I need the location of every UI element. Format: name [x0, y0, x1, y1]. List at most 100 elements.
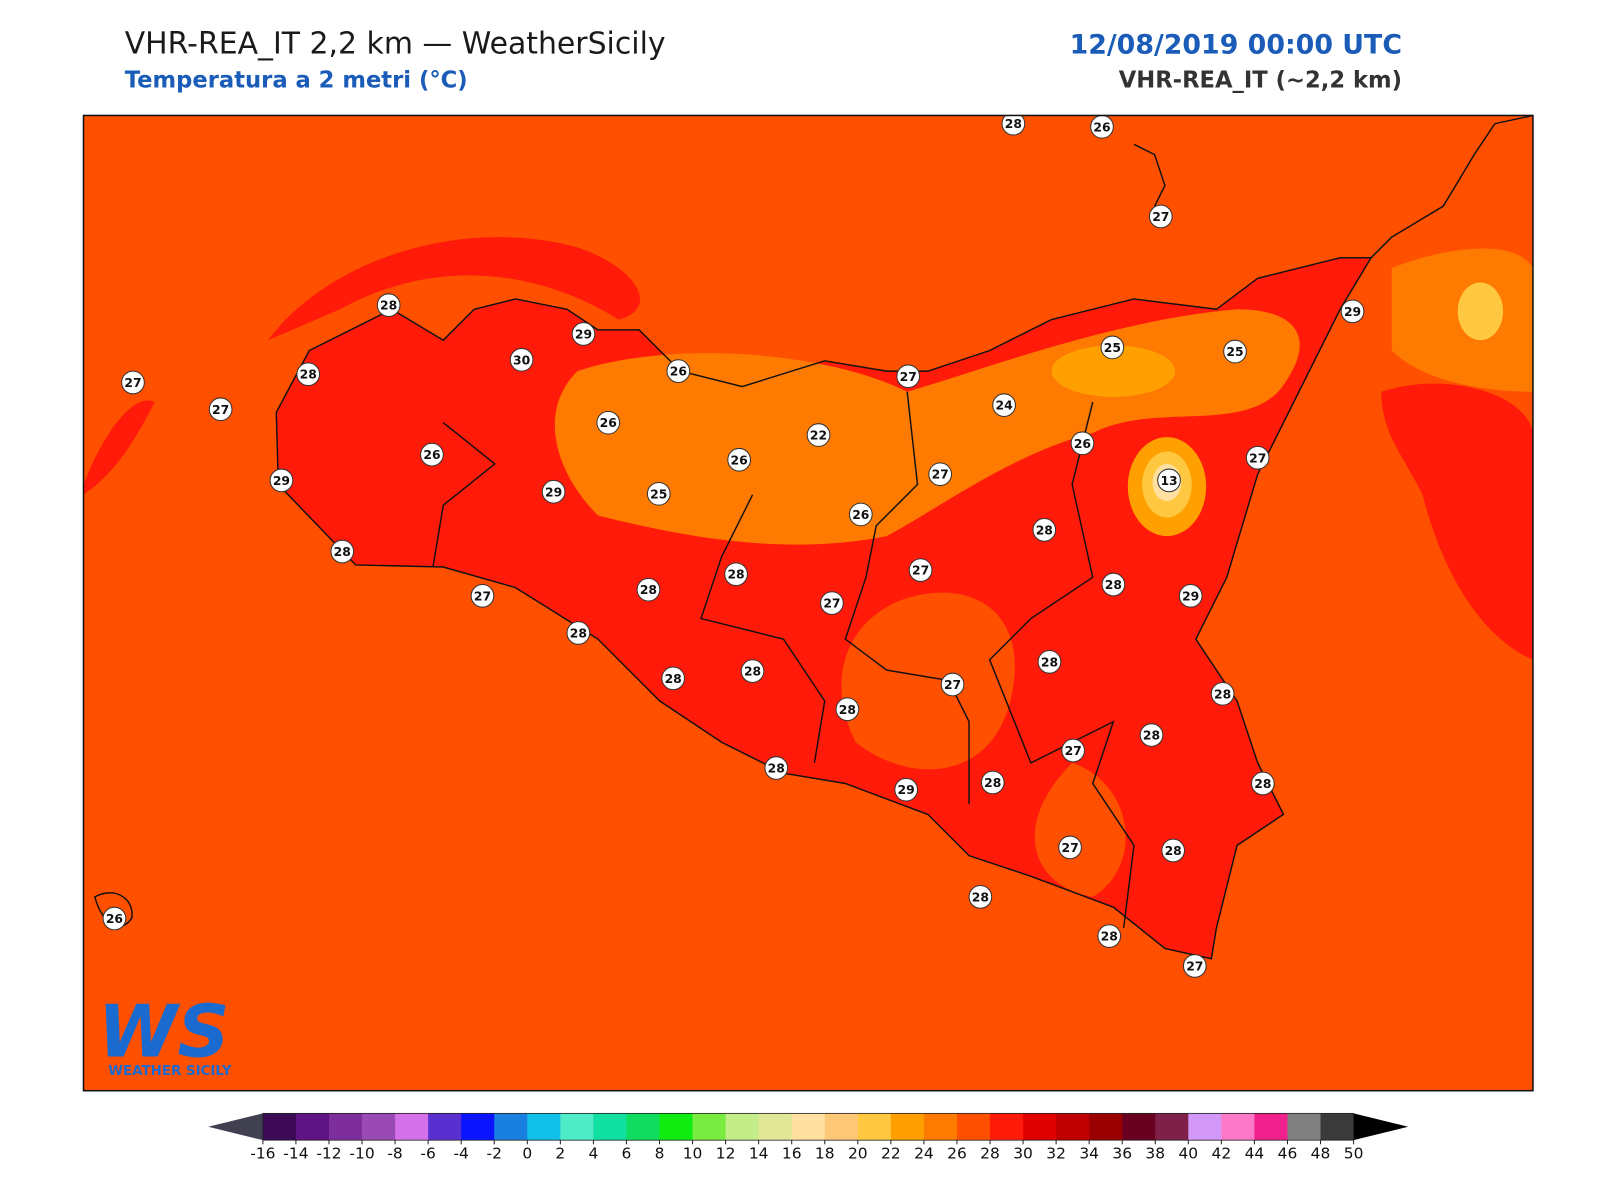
station-value: 27 — [1065, 744, 1082, 758]
station-marker — [470, 584, 495, 608]
station-value: 28 — [1143, 729, 1160, 743]
station-value: 26 — [670, 365, 687, 379]
colorbar-swatch — [1188, 1113, 1222, 1141]
colorbar-swatch — [1320, 1113, 1355, 1141]
colorbar-tick-label: 22 — [881, 1145, 901, 1163]
colorbar-frame — [262, 1112, 1354, 1141]
station-marker — [928, 462, 953, 487]
station-value: 26 — [106, 912, 123, 926]
station-marker — [1090, 115, 1114, 139]
station-marker — [980, 770, 1005, 795]
colorbar-swatch — [1254, 1113, 1288, 1141]
station-marker — [661, 666, 686, 691]
station-value: 28 — [768, 762, 785, 776]
colorbar-tick-label: -12 — [316, 1145, 341, 1163]
colorbar-swatch — [890, 1113, 925, 1141]
station-value: 28 — [727, 568, 744, 582]
colorbar-swatch — [262, 1113, 297, 1141]
station-marker — [102, 906, 127, 931]
colorbar-swatch — [328, 1113, 363, 1141]
station-value: 28 — [1036, 523, 1053, 537]
station-marker — [820, 591, 844, 615]
station-marker — [1139, 723, 1164, 747]
colorbar-tick-label: -8 — [387, 1145, 402, 1163]
colorbar-swatch — [791, 1113, 826, 1141]
station-marker — [940, 672, 965, 697]
colorbar-swatch — [1056, 1113, 1090, 1141]
station-marker — [571, 322, 596, 346]
station-marker — [806, 423, 831, 447]
colorbar-tick-label: -10 — [349, 1145, 374, 1163]
station-value: 25 — [1104, 341, 1121, 355]
station-value: 27 — [1152, 210, 1169, 224]
station-value: 28 — [1101, 930, 1118, 944]
station-marker — [208, 397, 233, 422]
colorbar-over — [1353, 1113, 1409, 1141]
station-value: 30 — [513, 353, 531, 367]
station-marker — [646, 481, 671, 506]
station-marker — [1061, 738, 1086, 763]
colorbar-tick-label: 30 — [1013, 1145, 1033, 1163]
station-marker — [848, 502, 873, 527]
station-marker — [666, 359, 691, 383]
station-value: 27 — [474, 589, 491, 603]
colorbar-swatch — [428, 1113, 462, 1141]
station-value: 22 — [810, 429, 827, 443]
colorbar-tick-label: -2 — [487, 1145, 502, 1163]
colorbar-swatch — [990, 1113, 1024, 1141]
colorbar-tick-label: 4 — [588, 1145, 598, 1163]
station-value: 28 — [1005, 117, 1022, 131]
station-marker — [1223, 339, 1247, 364]
colorbar-swatch — [1221, 1113, 1255, 1141]
logo-name: WEATHER SICILY — [108, 1064, 232, 1079]
mild-zone — [841, 592, 1126, 897]
station-value: 27 — [823, 597, 840, 611]
station-value: 27 — [1061, 841, 1078, 855]
warm-band — [1381, 383, 1533, 660]
colorbar-swatch — [659, 1113, 694, 1141]
station-marker — [992, 393, 1016, 417]
colorbar-swatch — [395, 1113, 429, 1141]
colorbar-tick-label: 36 — [1112, 1145, 1132, 1163]
coastline — [1133, 115, 1533, 259]
station-value: 28 — [1214, 687, 1231, 701]
station-value: 28 — [1041, 655, 1058, 669]
station-value: 13 — [1160, 474, 1177, 488]
station-value: 27 — [932, 468, 949, 482]
colorbar-tick-label: 6 — [622, 1145, 632, 1163]
colorbar-swatch — [560, 1113, 594, 1141]
station-marker — [1001, 115, 1026, 136]
colorbar-tick-label: 40 — [1178, 1145, 1198, 1163]
colorbar: -16 -14 -12 -10 -8 -6 -4 -2 0 2 4 6 8 10 12 14 16 18 20 22 2… — [208, 1112, 1409, 1163]
station-value: 28 — [839, 703, 856, 717]
station-marker — [509, 347, 534, 372]
colorbar-tick-label: 48 — [1311, 1145, 1331, 1163]
colorbar-tick-label: 46 — [1278, 1145, 1298, 1163]
colorbar-tick-label: -4 — [453, 1145, 468, 1163]
station-value: 28 — [640, 583, 657, 597]
station-marker — [1182, 954, 1207, 978]
station-marker — [1250, 771, 1275, 796]
colorbar-swatch — [923, 1113, 958, 1141]
warm-zone — [1051, 345, 1176, 397]
logo: WS WEATHER SICILY — [98, 991, 232, 1080]
subtitle: Temperatura a 2 metri (°C) — [125, 68, 468, 94]
station-value: 29 — [575, 328, 592, 342]
station-value: 29 — [273, 474, 290, 488]
colorbar-tick-label: 20 — [848, 1145, 868, 1163]
colorbar-swatch — [461, 1113, 495, 1141]
station-value: 26 — [852, 508, 869, 522]
station-value: 27 — [1186, 959, 1203, 973]
station-marker — [1032, 518, 1057, 542]
colorbar-swatch — [692, 1113, 727, 1141]
colorbar-swatch — [1122, 1113, 1156, 1141]
map-frame — [82, 114, 1534, 1092]
colorbar-swatch — [593, 1113, 627, 1141]
station-value: 29 — [1344, 305, 1361, 319]
title: VHR-REA_IT 2,2 km — WeatherSicily — [125, 27, 666, 62]
station-value: 27 — [1249, 451, 1266, 465]
station-marker — [566, 621, 591, 645]
station-marker — [835, 697, 860, 722]
map: 28 26 27 28 29 30 26 27 25 25 29 27 28 27 24 26 22 26 26 26… — [83, 115, 1533, 1091]
coastline — [275, 257, 1373, 960]
